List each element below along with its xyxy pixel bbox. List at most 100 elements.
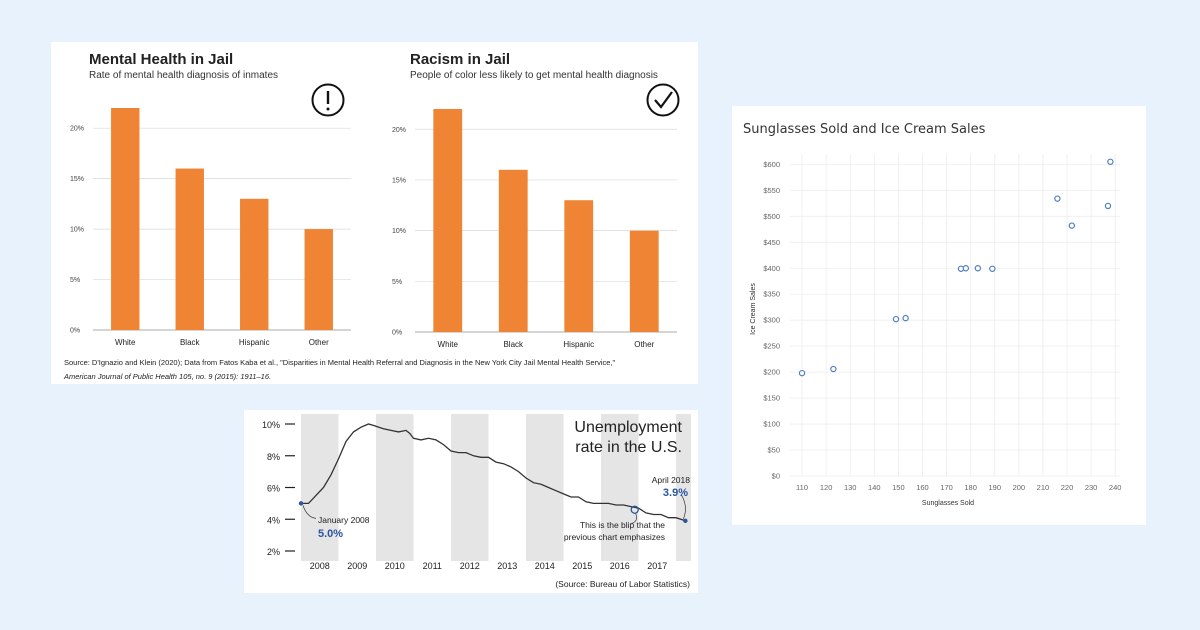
- right-category-label: Other: [634, 340, 654, 349]
- right-chart-subtitle: People of color less likely to get menta…: [410, 70, 658, 81]
- right-bar-black: [498, 169, 528, 332]
- unemployment-title-line2: rate in the U.S.: [575, 439, 682, 456]
- scatter-y-tick-label: $100: [763, 420, 780, 429]
- scatter-x-tick-label: 140: [868, 483, 881, 492]
- unemployment-y-tick-label: 8%: [267, 452, 280, 462]
- right-y-tick-label: 20%: [392, 127, 406, 134]
- right-category-label: Hispanic: [563, 340, 594, 349]
- unemployment-y-tick-label: 6%: [267, 484, 280, 494]
- right-y-tick-label: 0%: [392, 330, 402, 337]
- scatter-point: [1104, 202, 1112, 210]
- left-category-label: White: [115, 338, 136, 347]
- unemployment-x-tick-label: 2016: [610, 561, 630, 571]
- scatter-chart-card: Sunglasses Sold and Ice Cream Sales $0 $5…: [732, 106, 1146, 525]
- start-annotation-leader: [302, 505, 317, 519]
- annotation-start-value: 5.0%: [318, 528, 343, 540]
- shaded-year-band: [601, 414, 639, 561]
- right-y-tick-label: 15%: [392, 177, 406, 184]
- unemployment-x-tick-label: 2017: [647, 561, 667, 571]
- scatter-x-tick-label: 190: [988, 483, 1001, 492]
- unemployment-x-tick-label: 2008: [310, 561, 330, 571]
- scatter-y-tick-label: $450: [763, 238, 780, 247]
- scatter-x-tick-label: 240: [1109, 483, 1122, 492]
- right-bar-other: [629, 230, 659, 332]
- scatter-point: [989, 265, 996, 272]
- scatter-grid: $0 $50 $100 $150 $200 $250 $300 $350 $400 $450 $50…: [763, 154, 1121, 492]
- annotation-end-label: April 2018: [652, 475, 691, 485]
- left-bar-hispanic: [240, 198, 269, 330]
- blip-annotation-leader: [630, 513, 637, 525]
- scatter-point: [902, 314, 909, 322]
- scatter-y-tick-label: $400: [763, 264, 780, 273]
- scatter-point: [892, 315, 900, 323]
- scatter-point: [830, 365, 837, 373]
- end-annotation-leader: [681, 494, 686, 519]
- scatter-point: [1107, 158, 1114, 165]
- unemployment-shaded-bands: [301, 414, 691, 561]
- right-category-label: White: [438, 340, 459, 349]
- right-chart-title: Racism in Jail: [410, 51, 510, 68]
- scatter-x-tick-label: 170: [940, 483, 953, 492]
- annotation-start-label: January 2008: [318, 515, 370, 525]
- right-y-tick-label: 10%: [392, 228, 406, 235]
- unemployment-x-tick-label: 2012: [460, 561, 480, 571]
- left-bar-white: [111, 108, 140, 330]
- left-bar-other: [304, 229, 333, 330]
- scatter-y-tick-label: $300: [763, 316, 780, 325]
- left-y-tick-label: 0%: [70, 328, 80, 335]
- end-point-marker: [683, 518, 688, 524]
- unemployment-y-tick-label: 10%: [262, 420, 280, 430]
- left-category-label: Hispanic: [239, 338, 270, 347]
- scatter-x-tick-label: 120: [820, 483, 833, 492]
- scatter-x-tick-label: 210: [1037, 483, 1050, 492]
- scatter-point: [798, 369, 806, 377]
- left-y-tick-label: 20%: [70, 126, 84, 133]
- scatter-x-tick-label: 110: [796, 483, 808, 492]
- right-y-tick-label: 5%: [392, 279, 402, 286]
- unemployment-source: (Source: Bureau of Labor Statistics): [555, 579, 690, 589]
- unemployment-chart-svg: 2% 4% 6% 8% 10% 2008 2009 2010 2011 2012 2013 2014 2…: [262, 414, 691, 589]
- left-category-label: Black: [180, 338, 201, 347]
- scatter-y-tick-label: $600: [763, 160, 780, 169]
- source-line-1: Source: D'Ignazio and Klein (2020); Data…: [64, 358, 616, 367]
- scatter-x-tick-label: 150: [892, 483, 905, 492]
- annotation-end-value: 3.9%: [663, 487, 688, 499]
- scatter-y-tick-label: $350: [763, 290, 780, 299]
- unemployment-x-tick-label: 2013: [497, 561, 517, 571]
- shaded-year-band: [451, 414, 489, 561]
- scatter-y-tick-label: $500: [763, 212, 780, 221]
- right-bar-chart: 0% 5% 10% 15% 20% White Black Hispanic Other: [392, 109, 677, 349]
- left-y-tick-label: 5%: [70, 277, 80, 284]
- blip-circle-marker: [630, 505, 639, 514]
- shaded-year-band: [676, 414, 691, 561]
- scatter-point: [974, 265, 982, 272]
- left-y-tick-label: 15%: [70, 176, 84, 183]
- right-category-label: Black: [503, 340, 524, 349]
- left-y-tick-label: 10%: [70, 227, 84, 234]
- unemployment-line: [301, 423, 686, 522]
- right-bar-hispanic: [564, 200, 594, 332]
- scatter-x-tick-label: 180: [964, 483, 977, 492]
- unemployment-x-tick-label: 2009: [347, 561, 367, 571]
- scatter-x-tick-label: 200: [1013, 483, 1026, 492]
- scatter-x-tick-label: 130: [844, 483, 857, 492]
- left-category-label: Other: [309, 338, 329, 347]
- scatter-point: [1068, 222, 1076, 229]
- scatter-y-tick-label: $150: [763, 394, 780, 403]
- unemployment-x-tick-label: 2015: [572, 561, 592, 571]
- unemployment-chart-card: 2% 4% 6% 8% 10% 2008 2009 2010 2011 2012 2013 2014 2…: [244, 410, 698, 593]
- left-chart-title: Mental Health in Jail: [89, 51, 233, 68]
- scatter-y-tick-label: $200: [763, 368, 780, 377]
- right-bar-white: [433, 109, 463, 332]
- unemployment-x-tick-label: 2010: [385, 561, 405, 571]
- left-chart-subtitle: Rate of mental health diagnosis of inmat…: [89, 70, 278, 81]
- unemployment-title-line1: Unemployment: [574, 419, 682, 436]
- scatter-chart-svg: Sunglasses Sold and Ice Cream Sales $0 $5…: [743, 122, 1121, 507]
- checkmark-circle-icon: [646, 83, 680, 117]
- shaded-year-band: [301, 414, 339, 561]
- unemployment-x-tick-label: 2011: [423, 561, 442, 571]
- scatter-x-tick-label: 220: [1061, 483, 1074, 492]
- scatter-y-tick-label: $550: [763, 186, 780, 195]
- exclamation-circle-icon: [311, 83, 345, 117]
- left-bar-black: [175, 168, 204, 330]
